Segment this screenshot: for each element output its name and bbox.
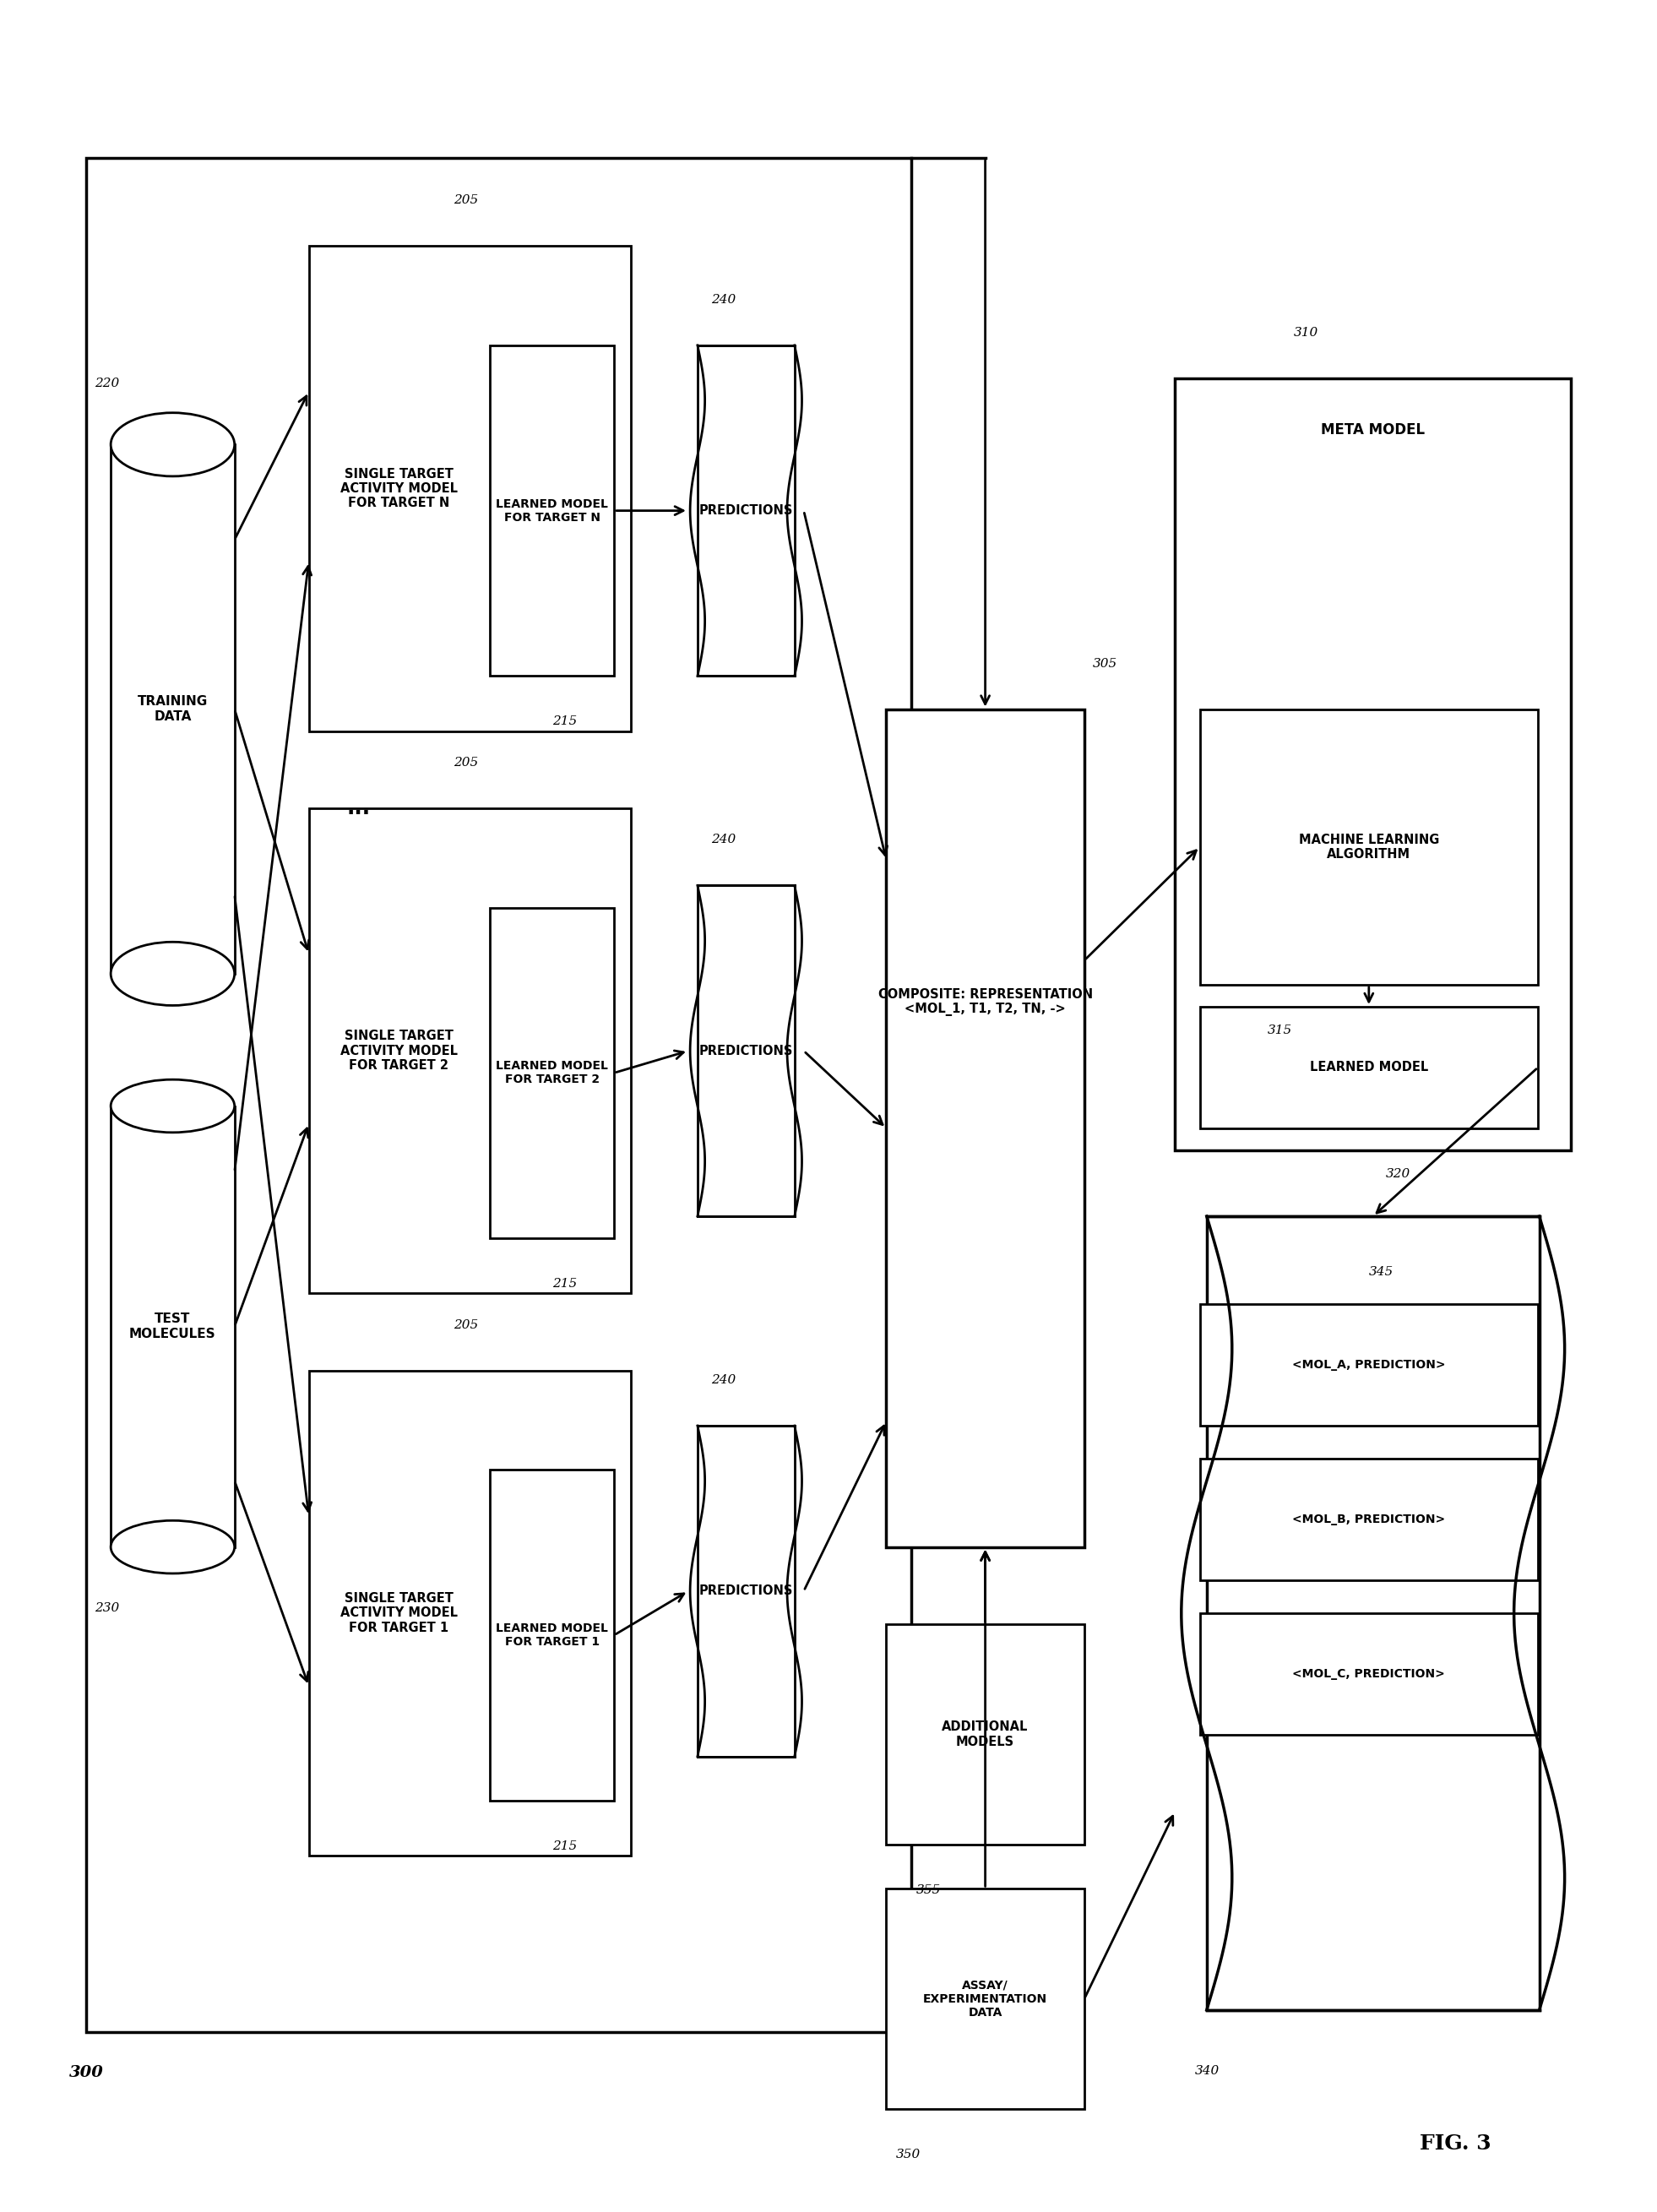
FancyBboxPatch shape bbox=[1200, 1458, 1538, 1579]
Text: LEARNED MODEL: LEARNED MODEL bbox=[1309, 1062, 1428, 1073]
Text: COMPOSITE: REPRESENTATION
<MOL_1, T1, T2, TN, ->: COMPOSITE: REPRESENTATION <MOL_1, T1, T2… bbox=[878, 989, 1092, 1018]
Text: ...: ... bbox=[346, 799, 370, 818]
Text: 240: 240 bbox=[711, 1374, 736, 1387]
Text: TRAINING
DATA: TRAINING DATA bbox=[138, 695, 207, 723]
Text: PREDICTIONS: PREDICTIONS bbox=[699, 1044, 794, 1057]
FancyBboxPatch shape bbox=[1175, 378, 1571, 1150]
FancyBboxPatch shape bbox=[1200, 1305, 1538, 1427]
Text: 215: 215 bbox=[552, 717, 577, 728]
FancyBboxPatch shape bbox=[490, 907, 615, 1239]
Text: 320: 320 bbox=[1385, 1168, 1410, 1179]
Bar bbox=[111, 445, 235, 973]
FancyBboxPatch shape bbox=[86, 157, 911, 2033]
FancyBboxPatch shape bbox=[1200, 1613, 1538, 1734]
Bar bbox=[698, 1427, 794, 1756]
FancyBboxPatch shape bbox=[1200, 1006, 1538, 1128]
Text: SINGLE TARGET
ACTIVITY MODEL
FOR TARGET 1: SINGLE TARGET ACTIVITY MODEL FOR TARGET … bbox=[340, 1593, 457, 1635]
Text: MACHINE LEARNING
ALGORITHM: MACHINE LEARNING ALGORITHM bbox=[1299, 834, 1440, 860]
Text: ASSAY/
EXPERIMENTATION
DATA: ASSAY/ EXPERIMENTATION DATA bbox=[923, 1980, 1047, 2020]
Text: META MODEL: META MODEL bbox=[1321, 422, 1425, 438]
Text: 300: 300 bbox=[70, 2066, 104, 2079]
Text: ADDITIONAL
MODELS: ADDITIONAL MODELS bbox=[943, 1721, 1029, 1747]
FancyBboxPatch shape bbox=[308, 246, 631, 732]
Text: 220: 220 bbox=[94, 378, 119, 389]
Text: LEARNED MODEL
FOR TARGET 1: LEARNED MODEL FOR TARGET 1 bbox=[495, 1621, 608, 1648]
Ellipse shape bbox=[111, 1079, 235, 1133]
FancyBboxPatch shape bbox=[886, 1889, 1084, 2110]
Text: 355: 355 bbox=[916, 1885, 941, 1896]
Text: 240: 240 bbox=[711, 834, 736, 845]
Text: 345: 345 bbox=[1369, 1265, 1394, 1279]
Ellipse shape bbox=[111, 942, 235, 1006]
Text: LEARNED MODEL
FOR TARGET 2: LEARNED MODEL FOR TARGET 2 bbox=[495, 1060, 608, 1086]
Text: <MOL_B, PREDICTION>: <MOL_B, PREDICTION> bbox=[1292, 1513, 1445, 1526]
FancyBboxPatch shape bbox=[1200, 710, 1538, 984]
Text: 205: 205 bbox=[454, 757, 479, 768]
Text: 205: 205 bbox=[454, 1318, 479, 1332]
Text: 215: 215 bbox=[552, 1840, 577, 1851]
Text: <MOL_A, PREDICTION>: <MOL_A, PREDICTION> bbox=[1292, 1358, 1445, 1371]
Text: PREDICTIONS: PREDICTIONS bbox=[699, 504, 794, 518]
Text: 215: 215 bbox=[552, 1279, 577, 1290]
Text: 310: 310 bbox=[1294, 327, 1319, 338]
Text: FIG. 3: FIG. 3 bbox=[1420, 2132, 1491, 2152]
Text: 305: 305 bbox=[1092, 657, 1117, 670]
Text: PREDICTIONS: PREDICTIONS bbox=[699, 1584, 794, 1597]
Text: 340: 340 bbox=[1195, 2066, 1220, 2077]
Text: 315: 315 bbox=[1268, 1024, 1292, 1035]
FancyBboxPatch shape bbox=[490, 1469, 615, 1801]
Bar bbox=[698, 885, 794, 1217]
FancyBboxPatch shape bbox=[308, 807, 631, 1294]
Text: SINGLE TARGET
ACTIVITY MODEL
FOR TARGET N: SINGLE TARGET ACTIVITY MODEL FOR TARGET … bbox=[340, 467, 457, 509]
Text: TEST
MOLECULES: TEST MOLECULES bbox=[129, 1312, 215, 1340]
Ellipse shape bbox=[111, 414, 235, 476]
FancyBboxPatch shape bbox=[886, 1624, 1084, 1845]
FancyBboxPatch shape bbox=[490, 345, 615, 677]
Text: 205: 205 bbox=[454, 195, 479, 206]
FancyBboxPatch shape bbox=[886, 710, 1084, 1546]
Text: 240: 240 bbox=[711, 294, 736, 305]
Bar bbox=[698, 345, 794, 677]
Text: SINGLE TARGET
ACTIVITY MODEL
FOR TARGET 2: SINGLE TARGET ACTIVITY MODEL FOR TARGET … bbox=[340, 1031, 457, 1073]
Bar bbox=[111, 1106, 235, 1546]
Text: 350: 350 bbox=[896, 2148, 921, 2161]
Ellipse shape bbox=[111, 1520, 235, 1573]
Text: 230: 230 bbox=[94, 1601, 119, 1615]
FancyBboxPatch shape bbox=[308, 1371, 631, 1856]
Bar bbox=[1206, 1217, 1539, 2011]
Text: LEARNED MODEL
FOR TARGET N: LEARNED MODEL FOR TARGET N bbox=[495, 498, 608, 524]
Text: <MOL_C, PREDICTION>: <MOL_C, PREDICTION> bbox=[1292, 1668, 1445, 1679]
